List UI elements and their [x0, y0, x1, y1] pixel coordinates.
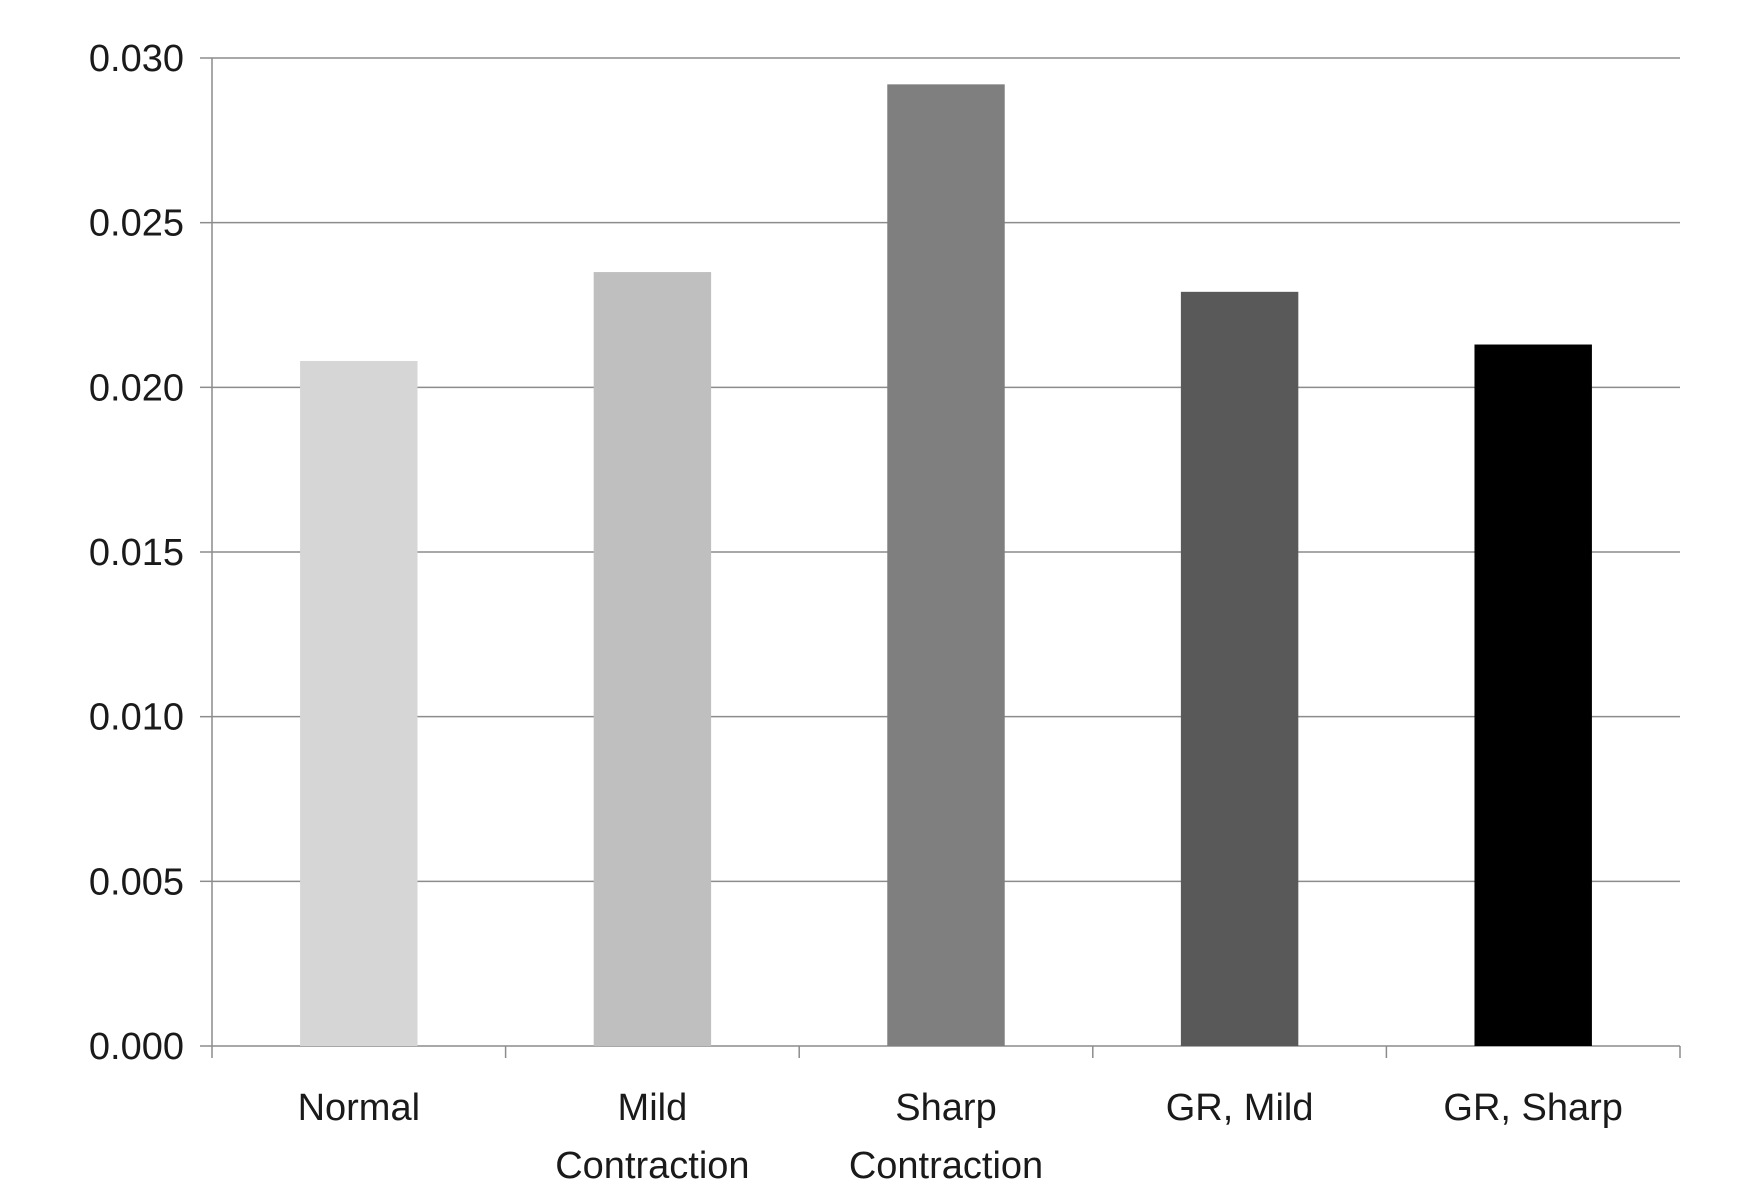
- y-tick-label: 0.025: [89, 203, 184, 245]
- x-category-labels: Normal Mild Contraction Sharp Contraction GR,…: [298, 1087, 1623, 1187]
- bar-2: [887, 84, 1005, 1046]
- x-category-label: Contraction: [555, 1145, 749, 1187]
- y-tick-label: 0.010: [89, 697, 184, 739]
- x-category-label: Contraction: [849, 1145, 1043, 1187]
- bar-4: [1474, 344, 1592, 1046]
- bar-0: [300, 360, 418, 1046]
- x-category-label: GR, Sharp: [1443, 1087, 1623, 1129]
- x-category-label: Normal: [298, 1087, 420, 1129]
- bar-1: [593, 272, 712, 1047]
- x-category-label: GR, Mild: [1166, 1087, 1314, 1129]
- x-category-label: Sharp: [895, 1087, 996, 1129]
- y-tick-label: 0.000: [89, 1026, 184, 1068]
- x-category-label: Mild: [618, 1087, 688, 1129]
- y-tick-labels: 0.000 0.005 0.010 0.015 0.020 0.025 0.030: [89, 38, 184, 1068]
- y-tick-label: 0.020: [89, 367, 184, 409]
- bar-3: [1180, 291, 1299, 1046]
- bars: [300, 84, 1592, 1047]
- y-tick-label: 0.015: [89, 532, 184, 574]
- y-tick-label: 0.005: [89, 861, 184, 903]
- y-tick-label: 0.030: [89, 38, 184, 80]
